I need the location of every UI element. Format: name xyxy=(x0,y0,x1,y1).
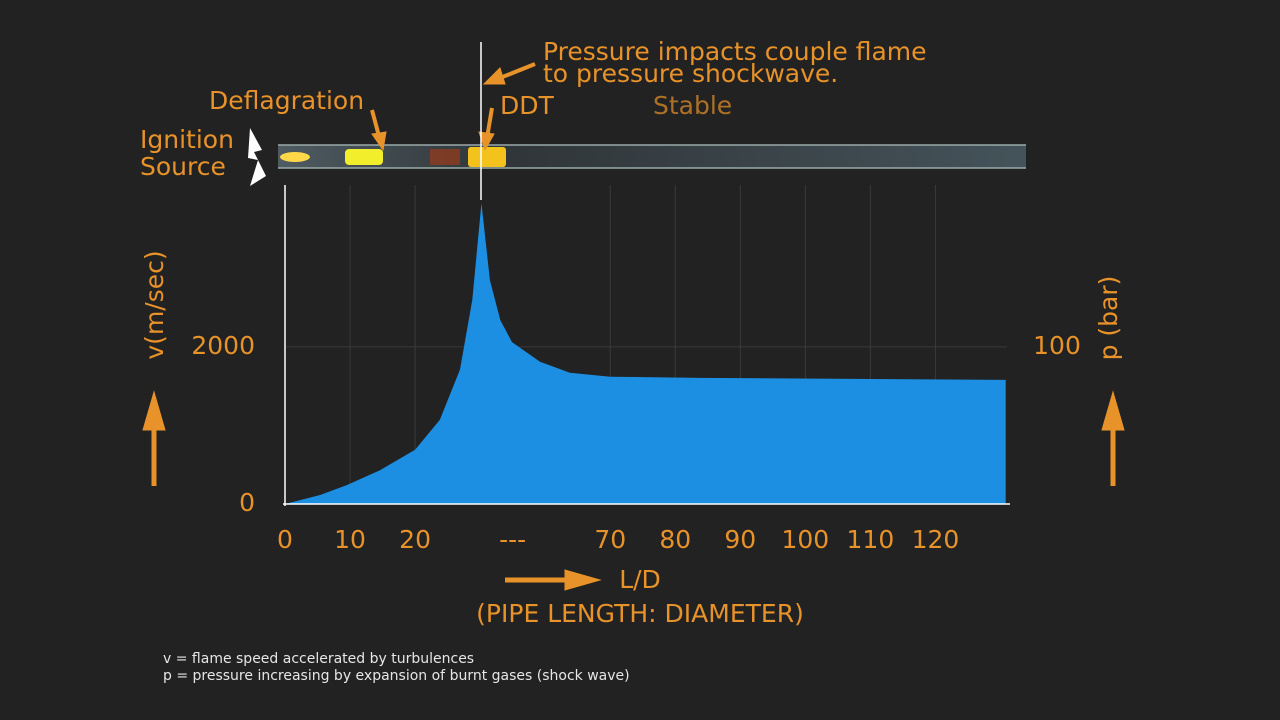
annotation: Stable xyxy=(653,91,732,120)
annotation: Source xyxy=(140,152,226,181)
x-tick-label: 0 xyxy=(277,525,293,554)
x-tick-label: 20 xyxy=(399,525,431,554)
lightning-icon xyxy=(248,128,266,186)
annotation: to pressure shockwave. xyxy=(543,59,838,88)
y-tick-label: 0 xyxy=(239,488,255,517)
annotation: Pressure impacts couple flame xyxy=(543,37,927,66)
y2-axis-label: p (bar) xyxy=(1094,276,1123,361)
annotation: Ignition xyxy=(140,125,234,154)
x-tick-label: 100 xyxy=(782,525,830,554)
footnote: v = flame speed accelerated by turbulenc… xyxy=(163,651,474,667)
x-tick-label: 70 xyxy=(594,525,626,554)
x-tick-label: --- xyxy=(499,525,526,554)
area xyxy=(285,203,1006,505)
x-tick-label: 110 xyxy=(847,525,895,554)
x-axis-label: L/D xyxy=(619,565,661,594)
y2-tick-label: 100 xyxy=(1033,331,1081,360)
annotation: DDT xyxy=(500,91,555,120)
x-tick-label: 10 xyxy=(334,525,366,554)
y-tick-label: 2000 xyxy=(191,331,255,360)
x-tick-label: 90 xyxy=(724,525,756,554)
footnote: p = pressure increasing by expansion of … xyxy=(163,668,630,684)
annotation-arrows xyxy=(142,62,1125,591)
y-axis-label: v(m/sec) xyxy=(140,250,169,359)
x-axis-sublabel: (PIPE LENGTH: DIAMETER) xyxy=(476,599,804,628)
x-tick-label: 120 xyxy=(912,525,960,554)
pipe xyxy=(278,144,1026,169)
annotation: Deflagration xyxy=(209,86,364,115)
x-tick-label: 80 xyxy=(659,525,691,554)
plot xyxy=(285,203,1006,505)
